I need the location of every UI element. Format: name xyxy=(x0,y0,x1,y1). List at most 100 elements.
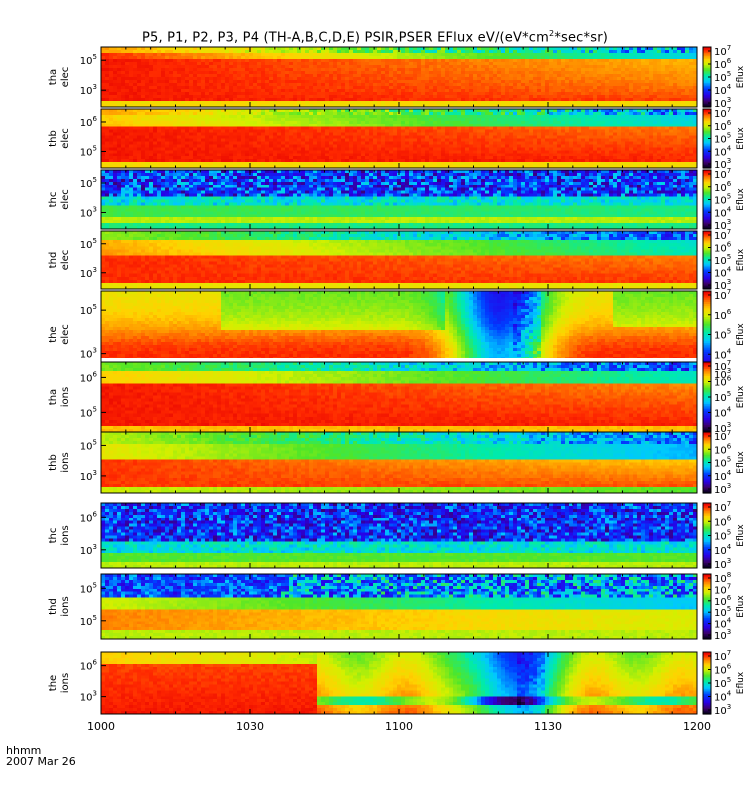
colorbar-segment xyxy=(703,224,711,227)
colorbar-segment xyxy=(703,293,711,296)
colorbar-segment xyxy=(703,295,711,299)
colorbar-segment xyxy=(703,114,711,117)
colorbar-segment xyxy=(703,275,711,278)
colorbar-segment xyxy=(703,454,711,457)
colorbar-segment xyxy=(703,246,711,249)
colorbar-tick-label: 106 xyxy=(714,180,732,194)
colorbar-segment xyxy=(703,170,711,173)
colorbar-tick-label: 106 xyxy=(714,57,732,71)
x-tick-label: 1030 xyxy=(236,720,264,733)
colorbar-segment xyxy=(703,273,711,276)
colorbar-segment xyxy=(703,142,711,145)
colorbar-segment xyxy=(703,670,711,673)
colorbar-segment xyxy=(703,485,711,488)
colorbar-segment xyxy=(703,110,711,113)
colorbar-segment xyxy=(703,425,711,428)
colorbar-segment xyxy=(703,92,711,95)
colorbar-label: Eflux xyxy=(736,595,746,618)
colorbar-segment xyxy=(703,459,711,462)
colorbar-segment xyxy=(703,381,711,384)
colorbar-segment xyxy=(703,75,711,78)
colorbar-label: Eflux xyxy=(736,127,746,150)
colorbar-segment xyxy=(703,590,711,593)
colorbar-tick-label: 105 xyxy=(714,529,731,543)
colorbar-segment xyxy=(703,483,711,486)
colorbar-segment xyxy=(703,416,711,419)
colorbar-segment xyxy=(703,189,711,192)
colorbar-segment xyxy=(703,148,711,151)
y-tick-label: 105 xyxy=(80,438,97,452)
y-tick-label: 105 xyxy=(80,581,97,595)
colorbar-segment xyxy=(703,174,711,177)
colorbar-segment xyxy=(703,341,711,344)
colorbar-segment xyxy=(703,613,711,616)
colorbar-segment xyxy=(703,575,711,578)
colorbar-segment xyxy=(703,386,711,389)
colorbar-segment xyxy=(703,321,711,325)
colorbar-segment xyxy=(703,53,711,56)
y-tick-label: 105 xyxy=(80,303,97,317)
colorbar-segment xyxy=(703,535,711,538)
time-format-label: hhmm xyxy=(6,744,42,757)
colorbar-segment xyxy=(703,274,711,277)
colorbar-label: Eflux xyxy=(736,248,746,271)
colorbar-segment xyxy=(703,384,711,388)
colorbar-segment xyxy=(703,479,711,482)
colorbar-segment xyxy=(703,700,711,703)
colorbar-segment xyxy=(703,319,711,323)
colorbar-segment xyxy=(703,622,711,625)
colorbar-segment xyxy=(703,66,711,69)
colorbar-segment xyxy=(703,456,711,459)
colorbar-segment xyxy=(703,693,711,696)
colorbar-segment xyxy=(703,86,711,89)
colorbar-segment xyxy=(703,553,711,556)
colorbar-segment xyxy=(703,412,711,416)
colorbar-segment xyxy=(703,301,711,305)
colorbar-segment xyxy=(703,476,711,479)
colorbar-tick-label: 105 xyxy=(714,605,731,619)
colorbar-segment xyxy=(703,356,711,360)
colorbar-segment xyxy=(703,555,711,558)
colorbar-segment xyxy=(703,517,711,520)
colorbar-segment xyxy=(703,257,711,260)
colorbar-segment xyxy=(703,206,711,209)
ylabel-species: ions xyxy=(60,452,71,472)
ylabel-species: elec xyxy=(60,324,71,345)
colorbar-segment xyxy=(703,135,711,138)
y-tick-label: 103 xyxy=(80,469,97,483)
colorbar-segment xyxy=(703,441,711,444)
y-tick-label: 105 xyxy=(80,53,97,67)
colorbar-segment xyxy=(703,68,711,71)
colorbar-segment xyxy=(703,676,711,679)
colorbar-segment xyxy=(703,89,711,92)
colorbar-segment xyxy=(703,506,711,509)
spectrogram-image xyxy=(101,652,697,714)
colorbar-segment xyxy=(703,698,711,701)
ylabel-species: elec xyxy=(60,250,71,271)
colorbar-segment xyxy=(703,404,711,407)
colorbar-segment xyxy=(703,616,711,619)
colorbar-segment xyxy=(703,432,711,435)
spectrogram-image xyxy=(101,170,697,229)
colorbar-segment xyxy=(703,51,711,54)
colorbar-segment xyxy=(703,450,711,453)
colorbar-segment xyxy=(703,516,711,519)
colorbar-segment xyxy=(703,212,711,215)
colorbar-segment xyxy=(703,377,711,381)
colorbar-segment xyxy=(703,543,711,546)
colorbar-segment xyxy=(703,126,711,129)
colorbar-segment xyxy=(703,262,711,265)
colorbar-segment xyxy=(703,591,711,595)
colorbar-segment xyxy=(703,199,711,202)
colorbar-tick-label: 103 xyxy=(714,157,731,171)
colorbar-segment xyxy=(703,601,711,604)
colorbar-tick-label: 105 xyxy=(714,390,731,404)
colorbar-segment xyxy=(703,439,711,442)
colorbar-segment xyxy=(703,59,711,62)
colorbar-segment xyxy=(703,658,711,661)
